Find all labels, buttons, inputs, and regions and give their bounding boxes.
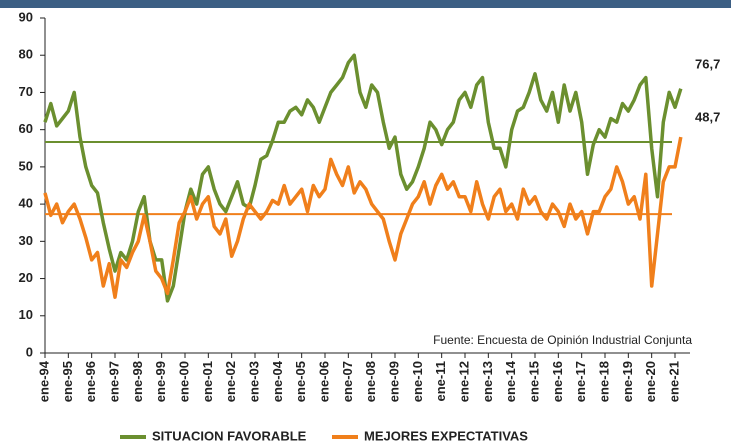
x-tick-label: ene-95 [60, 361, 75, 402]
annotation: 48,7 [695, 109, 720, 124]
x-tick-label: ene-07 [340, 361, 355, 402]
x-tick-label: ene-06 [316, 361, 331, 402]
y-tick-label: 40 [19, 196, 33, 211]
x-tick-label: ene-99 [153, 361, 168, 402]
y-tick-label: 0 [26, 344, 33, 359]
x-tick-label: ene-21 [666, 361, 681, 402]
annotation: 76,7 [695, 56, 720, 71]
y-tick-label: 90 [19, 9, 33, 24]
x-tick-label: ene-96 [83, 361, 98, 402]
x-tick-label: ene-11 [433, 361, 448, 401]
x-tick-label: ene-14 [503, 360, 518, 402]
x-tick-label: ene-12 [456, 361, 471, 402]
x-tick-label: ene-98 [130, 361, 145, 402]
x-tick-label: ene-19 [620, 361, 635, 402]
x-tick-label: ene-17 [573, 361, 588, 402]
x-tick-label: ene-10 [410, 361, 425, 402]
y-tick-label: 70 [19, 84, 33, 99]
y-tick-label: 20 [19, 270, 33, 285]
x-tick-label: ene-04 [270, 360, 285, 402]
series-line [43, 53, 683, 303]
x-tick-label: ene-16 [550, 361, 565, 402]
x-tick-label: ene-97 [106, 361, 121, 402]
x-tick-label: ene-08 [363, 361, 378, 402]
y-tick-label: 60 [19, 121, 33, 136]
y-tick-label: 30 [19, 233, 33, 248]
y-tick-label: 50 [19, 158, 33, 173]
x-tick-label: ene-03 [246, 361, 261, 402]
legend-label: SITUACION FAVORABLE [152, 428, 307, 443]
source-note: Fuente: Encuesta de Opinión Industrial C… [433, 333, 692, 347]
x-tick-label: ene-09 [386, 361, 401, 402]
x-tick-label: ene-13 [480, 361, 495, 402]
top-banner [0, 0, 731, 8]
x-tick-label: ene-18 [596, 361, 611, 402]
x-tick-label: ene-01 [200, 361, 215, 402]
x-tick-label: ene-05 [293, 361, 308, 402]
series-line [43, 136, 683, 299]
y-tick-label: 10 [19, 307, 33, 322]
x-tick-label: ene-02 [223, 361, 238, 402]
y-tick-label: 80 [19, 47, 33, 62]
x-tick-label: ene-00 [176, 361, 191, 402]
x-tick-label: ene-15 [526, 361, 541, 402]
legend-label: MEJORES EXPECTATIVAS [364, 428, 528, 443]
x-tick-label: ene-20 [643, 361, 658, 402]
x-tick-label: ene-94 [36, 360, 51, 402]
